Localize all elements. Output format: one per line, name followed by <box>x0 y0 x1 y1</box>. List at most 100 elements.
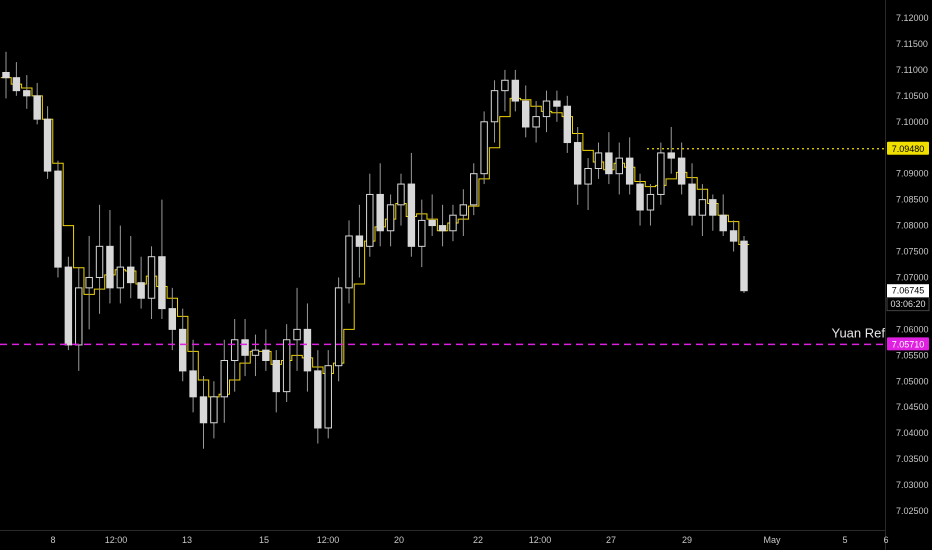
candle <box>646 184 655 226</box>
price-tick-label: 7.06000 <box>896 324 929 334</box>
candle <box>43 106 52 179</box>
overlay-line <box>0 77 750 398</box>
candle-body <box>677 157 686 185</box>
price-tick-label: 7.07500 <box>896 247 929 257</box>
candle <box>85 235 93 330</box>
candle <box>95 204 104 314</box>
candle-body <box>636 183 644 211</box>
candle-body <box>366 193 374 247</box>
candle <box>532 101 540 143</box>
candle-body <box>584 167 592 185</box>
candle-body <box>345 235 353 289</box>
yuan-ref-label: Yuan Ref <box>832 325 886 340</box>
price-tick-label: 7.08500 <box>896 195 929 205</box>
candle <box>449 204 457 242</box>
price-tick-label: 7.08000 <box>896 221 929 231</box>
candle <box>563 95 572 153</box>
candle <box>127 235 135 299</box>
candle-body <box>667 152 675 159</box>
time-tick-label: 27 <box>606 535 616 545</box>
candle <box>605 132 613 185</box>
price-tag-label: 7.05710 <box>892 339 925 349</box>
candle-body <box>719 214 727 232</box>
candle-body <box>688 183 696 216</box>
candle <box>12 62 21 96</box>
countdown-tag-bg <box>886 297 930 312</box>
reference-lines: Yuan Ref <box>0 148 886 346</box>
time-tick-label: 22 <box>473 535 483 545</box>
candle-body <box>43 118 52 172</box>
candle-body <box>64 266 73 346</box>
candle <box>428 194 436 236</box>
candle-body <box>532 116 540 128</box>
price-tick-label: 7.03000 <box>896 480 929 490</box>
price-tick-label: 7.07000 <box>896 272 929 282</box>
candle-body <box>85 276 93 289</box>
candle-body <box>75 287 83 346</box>
candle <box>729 220 738 252</box>
price-tick-label: 7.05000 <box>896 376 929 386</box>
candle-body <box>511 79 520 102</box>
candle-body <box>106 245 114 289</box>
candle-body <box>553 100 561 107</box>
time-axis[interactable]: 8 12:00 13 15 12:00 20 22 12:00 27 29 May 5 6 <box>50 535 888 545</box>
candle <box>54 160 62 278</box>
candle-body <box>147 256 156 299</box>
candle <box>282 324 291 403</box>
candle-body <box>54 170 62 268</box>
candle-body <box>438 225 447 232</box>
candle <box>147 246 156 319</box>
candle-body <box>314 370 322 429</box>
candle <box>459 189 468 236</box>
candle <box>366 173 374 257</box>
candle-body <box>23 90 31 97</box>
price-tick-label: 7.09000 <box>896 169 929 179</box>
candle <box>75 267 83 371</box>
candle-body <box>428 219 436 227</box>
candle <box>64 256 73 351</box>
candle-body <box>698 199 707 216</box>
candle <box>168 287 177 351</box>
price-tag-label: 7.09480 <box>892 144 925 154</box>
candle <box>490 80 499 143</box>
candle-body <box>2 71 10 79</box>
candle-body <box>303 328 312 372</box>
candle <box>615 142 623 195</box>
chart-grid <box>0 0 886 550</box>
candle <box>303 303 312 392</box>
time-tick-label: 29 <box>682 535 692 545</box>
candle <box>719 194 727 236</box>
candle <box>2 51 10 99</box>
candle-body <box>470 173 478 206</box>
candle <box>189 339 197 413</box>
candle-body <box>657 152 665 195</box>
candle-body <box>615 157 623 175</box>
price-tick-label: 7.10000 <box>896 117 929 127</box>
candle-body <box>646 193 655 211</box>
last-price-label: 7.06745 <box>892 286 925 296</box>
price-tick-label: 7.11500 <box>896 39 928 49</box>
candle-body <box>293 328 301 341</box>
candle-body <box>563 105 572 144</box>
candle <box>397 173 405 226</box>
candle-body <box>501 79 509 92</box>
candle-body <box>272 360 280 393</box>
candle <box>470 163 478 216</box>
candle <box>501 69 509 112</box>
candle-body <box>418 219 426 247</box>
candle <box>376 163 384 247</box>
candle-body <box>594 152 603 169</box>
candle-body <box>116 266 125 289</box>
overlay-step-line <box>0 77 750 398</box>
candle-body <box>262 349 270 362</box>
candle-body <box>12 77 21 92</box>
price-tick-label: 7.04500 <box>896 402 929 412</box>
candle-body <box>740 240 748 292</box>
candle-body <box>282 339 291 393</box>
price-tag-bg <box>887 337 929 351</box>
price-axis[interactable]: 7.120007.115007.110007.105007.100007.095… <box>896 13 929 516</box>
candles <box>2 51 748 449</box>
candle-body <box>397 183 405 206</box>
time-tick-label: May <box>763 535 781 545</box>
